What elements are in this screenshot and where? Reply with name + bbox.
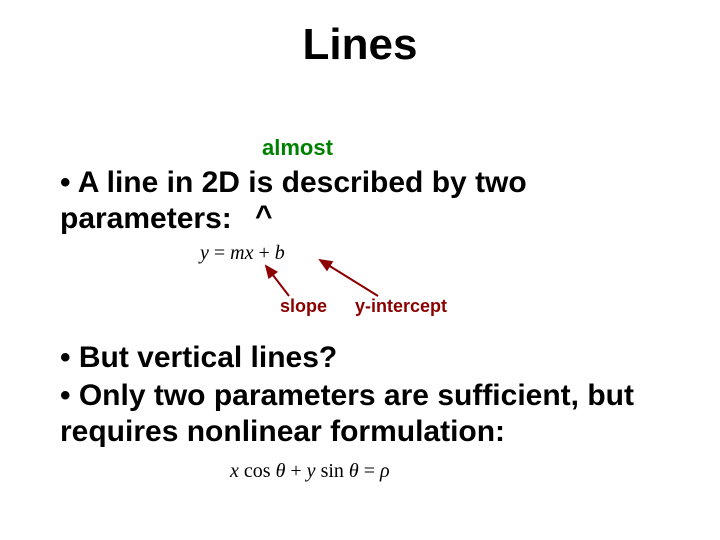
var-x: x	[245, 242, 254, 264]
eq-sign: =	[209, 242, 230, 264]
var-theta2: θ	[349, 460, 359, 482]
sin-fn: sin	[316, 460, 349, 482]
slide: Lines almost • A line in 2D is described…	[0, 0, 720, 540]
yintercept-arrow	[320, 260, 378, 296]
bullet-3: • Only two parameters are sufficient, bu…	[60, 378, 680, 450]
var-y2: y	[307, 460, 316, 482]
var-y: y	[200, 242, 209, 264]
bullet-1: • A line in 2D is described by two param…	[60, 165, 680, 237]
plus-sign: +	[254, 242, 275, 264]
caret-insertion-mark: ^	[255, 200, 273, 234]
var-b: b	[275, 242, 285, 264]
formula-polar-line: x cos θ + y sin θ = ρ	[230, 460, 390, 483]
almost-annotation: almost	[262, 135, 333, 161]
annotation-arrows	[0, 0, 720, 540]
var-x2: x	[230, 460, 239, 482]
bullet-2: • But vertical lines?	[60, 340, 680, 376]
y-intercept-label: y-intercept	[355, 296, 447, 317]
cos-fn: cos	[239, 460, 276, 482]
plus-sign-2: +	[285, 460, 306, 482]
var-theta1: θ	[276, 460, 286, 482]
formula-line-eq: y = mx + b	[200, 242, 285, 265]
slide-title: Lines	[0, 20, 720, 70]
slope-label: slope	[280, 296, 327, 317]
slope-arrow	[266, 266, 289, 296]
eq-sign-2: =	[359, 460, 380, 482]
var-rho: ρ	[380, 460, 390, 482]
var-m: m	[230, 242, 244, 264]
